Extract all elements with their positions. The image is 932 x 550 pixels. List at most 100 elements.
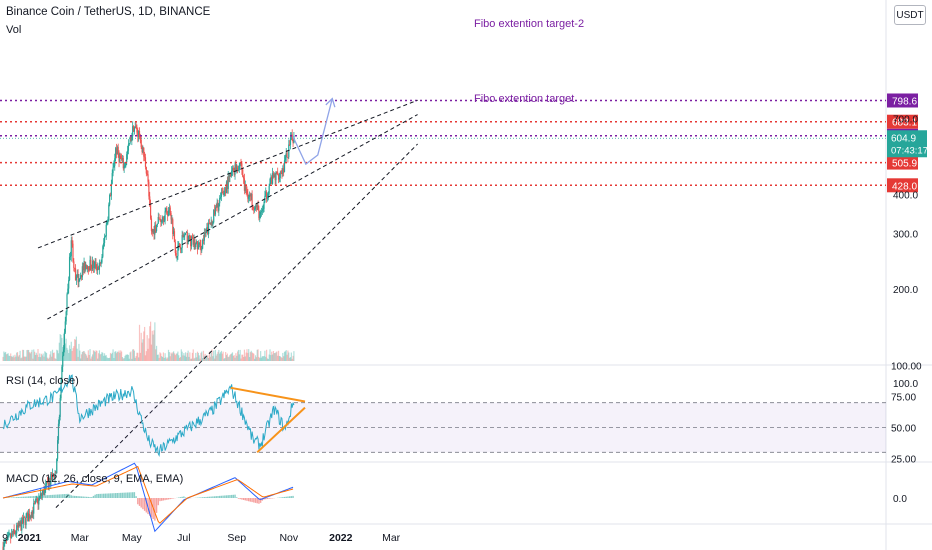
- volume-bar: [86, 355, 88, 361]
- candle-body: [154, 225, 156, 235]
- currency-unit-badge[interactable]: USDT: [894, 5, 926, 25]
- candle-body: [124, 165, 126, 167]
- candle-body: [286, 152, 288, 158]
- volume-bar: [172, 352, 174, 361]
- projection-path: [292, 98, 333, 166]
- macd-histogram-bar: [217, 496, 219, 498]
- volume-bar: [147, 348, 149, 361]
- candle-body: [30, 516, 32, 518]
- macd-histogram-bar: [224, 495, 226, 498]
- candle-body: [222, 192, 224, 195]
- volume-bar: [212, 356, 214, 361]
- volume-bar: [281, 357, 283, 361]
- volume-bar: [251, 352, 253, 361]
- current-price-badge: [887, 130, 927, 158]
- volume-bar: [230, 353, 232, 361]
- annotations: Fibo extention target-2 Fibo extention ta…: [474, 18, 584, 105]
- macd-histogram-bar: [229, 495, 231, 498]
- macd-histogram-bar: [138, 498, 141, 506]
- time-tick-label: 2022: [329, 532, 353, 544]
- candle-body: [271, 173, 274, 184]
- candle-body: [272, 173, 275, 178]
- volume-bar: [173, 351, 175, 361]
- candle-body: [80, 275, 82, 279]
- volume-bar: [200, 352, 202, 361]
- volume-bar: [92, 350, 95, 361]
- volume-bar: [120, 351, 123, 361]
- volume-bar: [79, 350, 81, 361]
- volume-bar: [55, 358, 57, 361]
- volume-bar: [118, 350, 120, 361]
- volume-bar: [21, 357, 23, 361]
- volume-bar: [19, 350, 21, 361]
- candle-body: [271, 177, 273, 184]
- candle-body: [117, 146, 119, 155]
- candle-body: [97, 266, 100, 270]
- candle-body: [233, 170, 235, 175]
- volume-bar: [213, 358, 216, 361]
- candle-body: [140, 139, 142, 148]
- candle-body: [83, 261, 85, 270]
- candle-body: [220, 191, 222, 197]
- volume-bar: [77, 356, 79, 361]
- candle-body: [242, 169, 244, 177]
- macd-histogram-bar: [106, 493, 108, 498]
- candle-body: [4, 539, 7, 542]
- candle-body: [277, 172, 279, 175]
- candle-body: [167, 210, 170, 216]
- candle-body: [161, 221, 163, 223]
- candle-body: [168, 207, 170, 211]
- candle-body: [62, 349, 65, 356]
- current-price-value: 604.9: [891, 133, 916, 144]
- macd-histogram-bar: [270, 498, 272, 499]
- volume-bar: [123, 358, 125, 361]
- volume-bar: [220, 350, 222, 361]
- candle-body: [33, 503, 36, 504]
- rsi-line: [2, 374, 295, 457]
- volume-bar: [90, 358, 92, 361]
- signal-line: [2, 465, 294, 524]
- volume-bar: [50, 351, 52, 361]
- volume-bar: [10, 353, 12, 361]
- candle-body: [79, 278, 81, 280]
- macd-histogram-bar: [135, 496, 137, 498]
- candle-body: [230, 173, 232, 176]
- volume-bar: [284, 351, 286, 361]
- time-tick-label: Mar: [382, 532, 401, 544]
- volume-bar: [164, 353, 166, 361]
- candle-body: [114, 158, 116, 166]
- candle-body: [253, 207, 255, 210]
- candle-body: [113, 165, 115, 168]
- level-value: 683.1: [892, 118, 917, 129]
- volume-bar: [131, 358, 133, 361]
- candle-body: [289, 144, 291, 146]
- macd-histogram-bar: [256, 498, 258, 504]
- volume-bar: [240, 358, 242, 361]
- macd-histogram-bar: [128, 492, 130, 498]
- volume-bar: [260, 357, 263, 361]
- candle-body: [68, 256, 71, 281]
- candle-body: [27, 513, 29, 522]
- macd-histogram-bar: [123, 492, 125, 498]
- candle-body: [175, 252, 177, 258]
- macd-histogram-bar: [120, 492, 122, 498]
- candle-body: [173, 231, 175, 235]
- macd-histogram-bar: [97, 493, 100, 498]
- candle-body: [184, 234, 186, 237]
- candle-body: [228, 176, 230, 177]
- time-tick-label: Jul: [177, 532, 190, 544]
- macd-histogram-bar: [254, 498, 257, 503]
- rsi-tick-label: 25.00: [891, 455, 916, 466]
- candle-body: [186, 232, 188, 245]
- candle-body: [216, 202, 218, 208]
- macd-histogram-bar: [14, 497, 16, 498]
- volume-bar: [134, 357, 136, 361]
- volume-bar: [289, 357, 291, 361]
- macd-histogram-bar: [166, 498, 168, 500]
- candle-body: [195, 243, 197, 248]
- macd-histogram-bar: [200, 497, 202, 498]
- macd-histogram-bar: [38, 495, 40, 498]
- candle-body: [201, 248, 203, 251]
- volume-bar: [11, 357, 14, 361]
